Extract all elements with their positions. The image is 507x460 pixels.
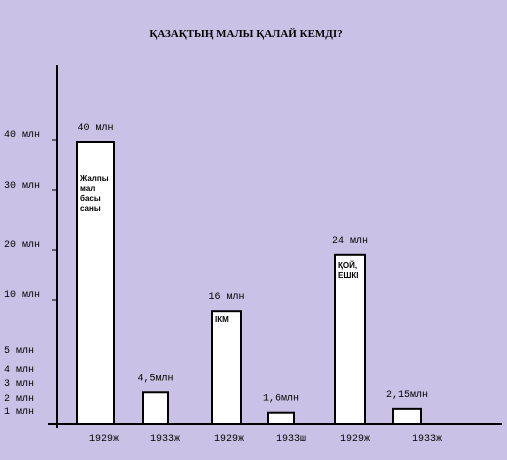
y-tick-label: 20 млн: [4, 240, 40, 251]
bar-2: [211, 310, 242, 426]
value-label: 1,6млн: [263, 394, 299, 405]
y-tick-label: 2 млн: [4, 394, 34, 405]
x-tick-label: 1933ш: [276, 434, 306, 445]
bar-inner-label: саны: [80, 204, 101, 213]
bar-1: [142, 391, 169, 425]
y-tick-label: 4 млн: [4, 365, 34, 376]
bar-3: [267, 411, 295, 426]
bar-inner-label: ІКМ: [215, 315, 229, 324]
y-tick-label: 3 млн: [4, 379, 34, 390]
y-tick-label: 30 млн: [4, 181, 40, 192]
y-tick-label: 10 млн: [4, 290, 40, 301]
y-tick-label: 40 млн: [4, 130, 40, 141]
value-label: 24 млн: [332, 236, 368, 247]
x-tick-label: 1929ж: [89, 434, 119, 445]
value-label: 16 млн: [208, 292, 244, 303]
bar-4: [334, 253, 366, 425]
x-tick-label: 1933ж: [412, 434, 442, 445]
x-tick-label: 1929ж: [340, 434, 370, 445]
bar-inner-label: Жалпы: [79, 174, 109, 183]
bar-inner-label: ЕШКІ: [338, 271, 358, 280]
value-label: 4,5млн: [137, 373, 173, 384]
value-label-group: 40 млн 4,5млн 16 млн 1,6млн 24 млн 2,15млн: [77, 123, 428, 405]
value-label: 40 млн: [77, 123, 113, 134]
chart-title: ҚАЗАҚТЫҢ МАЛЫ ҚАЛАЙ КЕМДІ?: [149, 28, 342, 40]
x-tick-label: 1929ж: [214, 434, 244, 445]
y-tick-label: 1 млн: [4, 407, 34, 418]
bar-0: [76, 141, 115, 425]
bar-inner-label: басы: [80, 194, 101, 203]
bar-inner-label: ҚОЙ,: [338, 261, 357, 270]
bar-5: [392, 407, 422, 425]
y-tick-group: 40 млн 30 млн 20 млн 10 млн 5 млн 4 млн 3 млн 2…: [4, 130, 58, 418]
y-tick-label: 5 млн: [4, 346, 34, 357]
x-tick-label-group: 1929ж 1933ж 1929ж 1933ш 1929ж 1933ж: [89, 434, 442, 445]
x-tick-label: 1933ж: [150, 434, 180, 445]
value-label: 2,15млн: [386, 390, 428, 401]
bar-inner-label: мал: [80, 184, 95, 193]
bar-group: [76, 141, 422, 426]
